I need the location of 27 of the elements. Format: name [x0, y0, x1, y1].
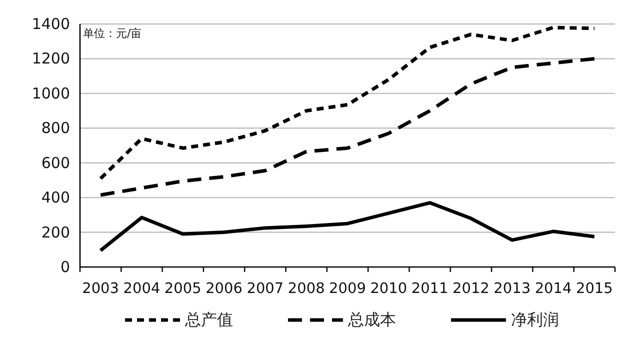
y-tick-label: 600 [41, 154, 70, 172]
x-tick-label: 2007 [246, 281, 284, 297]
y-tick-label: 800 [41, 119, 70, 138]
legend-label: 总产值 [184, 310, 233, 329]
x-tick-label: 2014 [534, 281, 572, 297]
x-tick-label: 2006 [206, 281, 242, 297]
x-tick-label: 2003 [82, 281, 120, 297]
y-tick-label: 1000 [32, 84, 70, 102]
y-tick-label: 200 [41, 223, 70, 242]
x-tick-label: 2010 [370, 281, 408, 297]
x-tick-label: 2008 [288, 281, 325, 297]
x-tick-label: 2013 [494, 281, 531, 297]
legend-label: 净利润 [511, 310, 559, 329]
x-tick-label: 2005 [164, 281, 202, 297]
x-tick-label: 2015 [576, 281, 613, 297]
y-tick-label: 1200 [32, 50, 70, 68]
x-tick-label: 2004 [123, 281, 160, 297]
line-series [98, 56, 596, 197]
x-tick-label: 2009 [329, 281, 366, 297]
annotation: 单位：元/亩 [83, 27, 142, 40]
line-series [98, 201, 596, 252]
y-tick-label: 0 [60, 258, 70, 276]
x-tick-label: 2012 [452, 281, 490, 297]
y-tick-label: 400 [41, 188, 70, 207]
x-tick-label: 2011 [411, 281, 448, 297]
legend-label: 总成本 [347, 310, 396, 329]
y-tick-label: 1400 [32, 15, 70, 33]
